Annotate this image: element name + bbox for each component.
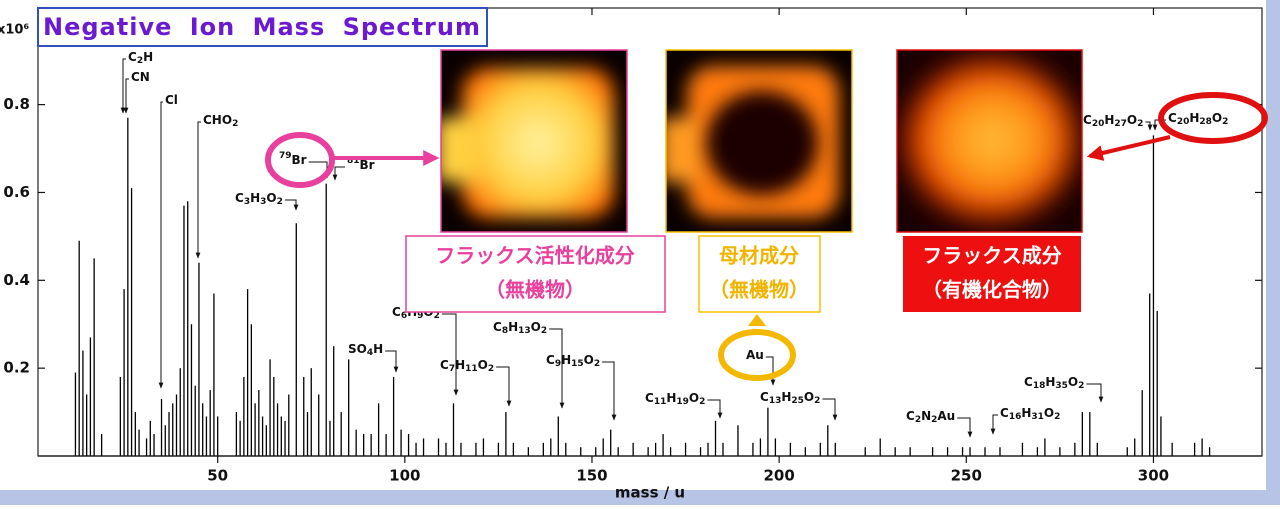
panel-label: （無機物）	[485, 278, 585, 302]
panel-label: 母材成分	[719, 244, 799, 268]
peak-label: SO4H	[348, 342, 383, 358]
x-tick-label: 100	[389, 467, 420, 485]
x-tick-label: 200	[763, 467, 794, 485]
panel-label: フラックス活性化成分	[435, 244, 634, 268]
y-tick-label: 0.2	[3, 359, 30, 377]
peak-label: CN	[131, 70, 150, 84]
peak-label: C2N2Au	[906, 409, 955, 425]
y-tick-label: 0.4	[3, 271, 30, 289]
chart-title: Negative Ion Mass Spectrum	[43, 13, 481, 41]
peak-label: Au	[746, 348, 764, 362]
image-flux	[897, 50, 1082, 232]
frame-right	[1266, 0, 1280, 505]
y-tick-label: 0.6	[3, 183, 30, 201]
panel-label: （無機物）	[709, 278, 809, 302]
peak-label: Cl	[165, 93, 178, 107]
y-tick-label: 0.8	[3, 95, 30, 113]
chart: 501001502002503000.20.40.60.8 C2HCNClCHO…	[0, 0, 1280, 505]
panel-label: （有機化合物）	[922, 278, 1062, 302]
y-multiplier: x10⁶	[0, 23, 29, 38]
panel-label: フラックス成分	[922, 244, 1061, 268]
x-axis-label: mass / u	[615, 484, 685, 502]
peak-label: C3H3O2	[235, 191, 283, 207]
x-tick-label: 50	[207, 467, 228, 485]
x-tick-label: 150	[576, 467, 607, 485]
x-tick-label: 250	[951, 467, 982, 485]
image-base-material	[660, 50, 852, 232]
x-tick-label: 300	[1138, 467, 1169, 485]
page: {"chart_data": { "type": "stick", "title…	[0, 0, 1280, 505]
image-flux-activator	[436, 50, 627, 232]
